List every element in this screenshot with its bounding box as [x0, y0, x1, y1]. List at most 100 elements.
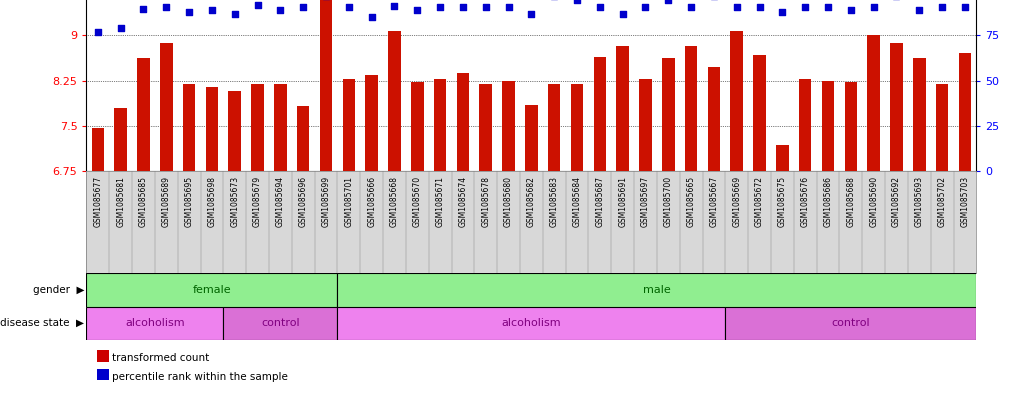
- Bar: [844, 83, 857, 171]
- Point: [89, 29, 106, 35]
- Text: alcoholism: alcoholism: [501, 318, 561, 328]
- Text: GSM1085696: GSM1085696: [299, 176, 308, 227]
- Text: GSM1085686: GSM1085686: [824, 176, 833, 227]
- Point: [203, 7, 220, 13]
- Bar: [297, 106, 309, 171]
- Bar: [822, 81, 834, 171]
- Point: [273, 7, 289, 13]
- Point: [523, 11, 539, 17]
- Bar: [137, 58, 149, 171]
- Point: [181, 9, 197, 16]
- Text: GSM1085689: GSM1085689: [162, 176, 171, 227]
- Point: [911, 7, 928, 13]
- Bar: [205, 87, 219, 171]
- Text: control: control: [832, 318, 871, 328]
- Bar: [725, 307, 976, 340]
- Text: GSM1085672: GSM1085672: [755, 176, 764, 227]
- Text: GSM1085694: GSM1085694: [276, 176, 285, 227]
- Point: [592, 4, 608, 10]
- Text: female: female: [192, 285, 231, 295]
- Bar: [571, 84, 584, 171]
- Bar: [913, 58, 925, 171]
- Point: [660, 0, 676, 4]
- Point: [159, 4, 175, 10]
- Point: [614, 11, 631, 17]
- Text: GSM1085674: GSM1085674: [459, 176, 468, 227]
- Text: GSM1085693: GSM1085693: [914, 176, 923, 227]
- Point: [728, 4, 744, 10]
- Text: GSM1085665: GSM1085665: [686, 176, 696, 227]
- Point: [227, 11, 243, 17]
- Text: control: control: [261, 318, 300, 328]
- Bar: [251, 84, 263, 171]
- Text: GSM1085702: GSM1085702: [938, 176, 947, 227]
- Point: [820, 4, 836, 10]
- Bar: [388, 31, 401, 171]
- Text: GSM1085695: GSM1085695: [185, 176, 193, 227]
- Point: [386, 3, 403, 9]
- Bar: [548, 84, 560, 171]
- Point: [455, 4, 471, 10]
- Text: GSM1085700: GSM1085700: [664, 176, 673, 227]
- Text: transformed count: transformed count: [112, 353, 210, 364]
- Text: GSM1085691: GSM1085691: [618, 176, 627, 227]
- Text: GSM1085699: GSM1085699: [321, 176, 331, 227]
- Bar: [640, 79, 652, 171]
- Point: [683, 4, 700, 10]
- Text: GSM1085668: GSM1085668: [390, 176, 399, 227]
- Bar: [799, 79, 812, 171]
- Bar: [776, 145, 788, 171]
- Text: GSM1085684: GSM1085684: [573, 176, 582, 227]
- Bar: [662, 58, 674, 171]
- Bar: [86, 273, 338, 307]
- Point: [752, 4, 768, 10]
- Bar: [890, 42, 903, 171]
- Point: [478, 4, 494, 10]
- Bar: [959, 53, 971, 171]
- Bar: [86, 307, 224, 340]
- Bar: [338, 273, 976, 307]
- Text: GSM1085687: GSM1085687: [595, 176, 604, 227]
- Bar: [684, 46, 698, 171]
- Bar: [434, 79, 446, 171]
- Bar: [92, 128, 104, 171]
- Text: GSM1085692: GSM1085692: [892, 176, 901, 227]
- Bar: [411, 83, 423, 171]
- Bar: [275, 84, 287, 171]
- Point: [432, 4, 448, 10]
- Text: GSM1085671: GSM1085671: [435, 176, 444, 227]
- Point: [135, 6, 152, 12]
- Text: GSM1085685: GSM1085685: [139, 176, 148, 227]
- Text: male: male: [643, 285, 671, 295]
- Bar: [868, 35, 880, 171]
- Text: GSM1085679: GSM1085679: [253, 176, 262, 227]
- Bar: [365, 75, 378, 171]
- Text: percentile rank within the sample: percentile rank within the sample: [112, 372, 288, 382]
- Point: [500, 4, 517, 10]
- Text: GSM1085676: GSM1085676: [800, 176, 810, 227]
- Text: GSM1085667: GSM1085667: [710, 176, 718, 227]
- Text: GSM1085677: GSM1085677: [94, 176, 103, 227]
- Text: GSM1085682: GSM1085682: [527, 176, 536, 227]
- Bar: [594, 57, 606, 171]
- Text: disease state  ▶: disease state ▶: [0, 318, 84, 328]
- Bar: [338, 307, 725, 340]
- Text: GSM1085698: GSM1085698: [207, 176, 217, 227]
- Point: [113, 25, 129, 31]
- Text: alcoholism: alcoholism: [125, 318, 185, 328]
- Text: GSM1085697: GSM1085697: [641, 176, 650, 227]
- Bar: [754, 55, 766, 171]
- Bar: [457, 73, 469, 171]
- Text: GSM1085690: GSM1085690: [870, 176, 878, 227]
- Bar: [502, 81, 515, 171]
- Text: gender  ▶: gender ▶: [33, 285, 84, 295]
- Bar: [114, 108, 127, 171]
- Bar: [936, 84, 949, 171]
- Text: GSM1085673: GSM1085673: [230, 176, 239, 227]
- Bar: [160, 42, 173, 171]
- Text: GSM1085678: GSM1085678: [481, 176, 490, 227]
- Text: GSM1085680: GSM1085680: [504, 176, 513, 227]
- Bar: [708, 67, 720, 171]
- Point: [363, 14, 379, 20]
- Bar: [730, 31, 743, 171]
